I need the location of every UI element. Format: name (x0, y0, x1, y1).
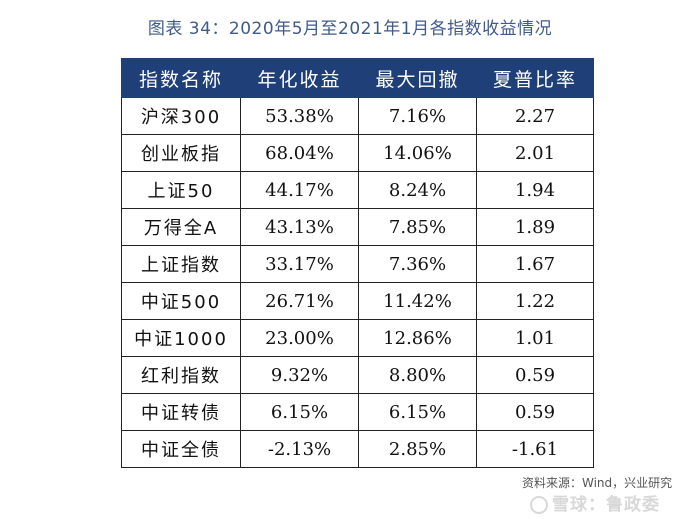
annual-return-cell: 23.00% (240, 319, 359, 357)
max-drawdown-cell: 14.06% (358, 134, 477, 172)
annual-return-cell: 26.71% (240, 282, 359, 320)
index-name-cell: 中证转债 (121, 393, 241, 431)
max-drawdown-cell: 11.42% (358, 282, 477, 320)
sharpe-ratio-cell: 1.89 (476, 208, 594, 246)
figure-title: 图表 34：2020年5月至2021年1月各指数收益情况 (147, 19, 553, 39)
annual-return-cell: -2.13% (240, 430, 359, 468)
sharpe-ratio-cell: 2.01 (476, 134, 594, 172)
annual-return-cell: 33.17% (240, 245, 359, 283)
max-drawdown-cell: 2.85% (358, 430, 477, 468)
max-drawdown-cell: 7.16% (358, 97, 477, 135)
table-row: 中证转债 6.15% 6.15% 0.59 (121, 393, 594, 431)
index-name-cell: 万得全A (121, 208, 241, 246)
table-row: 上证指数 33.17% 7.36% 1.67 (121, 245, 594, 283)
index-name-cell: 中证500 (121, 282, 241, 320)
table-row: 创业板指 68.04% 14.06% 2.01 (121, 134, 594, 172)
watermark-text: 雪球：鲁政委 (552, 495, 660, 515)
table-row: 中证1000 23.00% 12.86% 1.01 (121, 319, 594, 357)
annual-return-cell: 9.32% (240, 356, 359, 394)
sharpe-ratio-cell: 1.67 (476, 245, 594, 283)
sharpe-ratio-cell: 1.22 (476, 282, 594, 320)
sharpe-ratio-cell: 1.01 (476, 319, 594, 357)
table-row: 中证500 26.71% 11.42% 1.22 (121, 282, 594, 320)
source-note: 资料来源：Wind，兴业研究 (522, 476, 673, 490)
max-drawdown-cell: 6.15% (358, 393, 477, 431)
index-name-cell: 中证全债 (121, 430, 241, 468)
watermark: 雪球：鲁政委 (530, 490, 660, 515)
max-drawdown-cell: 7.36% (358, 245, 477, 283)
header-annual-return: 年化收益 (240, 58, 359, 98)
index-name-cell: 中证1000 (121, 319, 241, 357)
index-name-cell: 沪深300 (121, 97, 241, 135)
sharpe-ratio-cell: 2.27 (476, 97, 594, 135)
snowball-logo-icon (530, 496, 548, 514)
max-drawdown-cell: 7.85% (358, 208, 477, 246)
table-row: 红利指数 9.32% 8.80% 0.59 (121, 356, 594, 394)
max-drawdown-cell: 12.86% (358, 319, 477, 357)
index-returns-table: 指数名称 年化收益 最大回撤 夏普比率 沪深300 53.38% 7.16% 2… (121, 58, 594, 468)
header-max-drawdown: 最大回撤 (358, 58, 477, 98)
annual-return-cell: 53.38% (240, 97, 359, 135)
header-row: 指数名称 年化收益 最大回撤 夏普比率 (121, 58, 594, 98)
index-name-cell: 创业板指 (121, 134, 241, 172)
sharpe-ratio-cell: 1.94 (476, 171, 594, 209)
index-name-cell: 红利指数 (121, 356, 241, 394)
sharpe-ratio-cell: 0.59 (476, 356, 594, 394)
table-row: 上证50 44.17% 8.24% 1.94 (121, 171, 594, 209)
max-drawdown-cell: 8.24% (358, 171, 477, 209)
index-name-cell: 上证指数 (121, 245, 241, 283)
sharpe-ratio-cell: -1.61 (476, 430, 594, 468)
header-index-name: 指数名称 (121, 58, 241, 98)
header-sharpe-ratio: 夏普比率 (476, 58, 594, 98)
table-row: 万得全A 43.13% 7.85% 1.89 (121, 208, 594, 246)
max-drawdown-cell: 8.80% (358, 356, 477, 394)
annual-return-cell: 44.17% (240, 171, 359, 209)
index-name-cell: 上证50 (121, 171, 241, 209)
annual-return-cell: 6.15% (240, 393, 359, 431)
sharpe-ratio-cell: 0.59 (476, 393, 594, 431)
table-row: 沪深300 53.38% 7.16% 2.27 (121, 97, 594, 135)
annual-return-cell: 68.04% (240, 134, 359, 172)
annual-return-cell: 43.13% (240, 208, 359, 246)
table-row: 中证全债 -2.13% 2.85% -1.61 (121, 430, 594, 468)
